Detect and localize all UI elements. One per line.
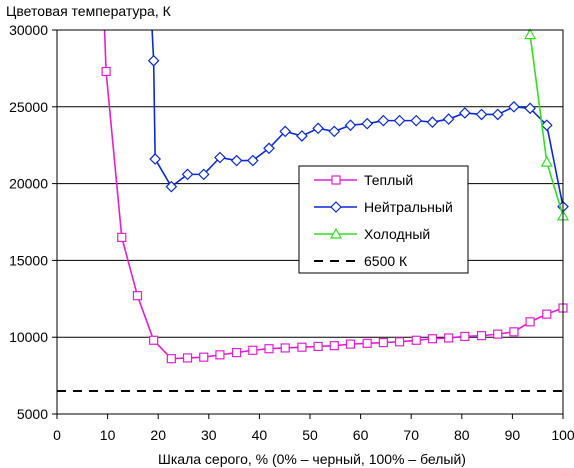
point-0-27 [525, 317, 535, 327]
axis-ticks: 5000 10000 15000 20000 25000 30000 0 10 20 30 40 50… [9, 22, 574, 443]
y-tick-label-2: 15000 [9, 252, 48, 268]
x-tick-label-9: 90 [505, 427, 521, 443]
point-1-6 [214, 151, 226, 164]
point-0-25 [493, 329, 503, 339]
point-0-1 [101, 66, 111, 77]
point-0-19 [394, 337, 405, 347]
legend-label-3: 6500 К [364, 253, 408, 269]
point-0-21 [427, 334, 438, 344]
point-1-10 [279, 125, 292, 138]
point-0-17 [362, 338, 372, 348]
x-tick-label-6: 60 [353, 427, 369, 443]
y-axis-title: Цветовая температура, К [6, 3, 172, 19]
x-tick-label-3: 30 [201, 427, 217, 443]
point-1-18 [410, 114, 423, 127]
point-1-16 [377, 114, 390, 127]
point-1-15 [361, 117, 374, 130]
point-1-1 [147, 54, 160, 67]
legend-label-0: Теплый [364, 172, 413, 188]
y-tick-label-5: 30000 [9, 22, 48, 38]
point-2-1 [524, 28, 537, 40]
point-0-11 [264, 344, 274, 354]
point-1-26 [540, 119, 553, 132]
point-0-12 [280, 343, 290, 353]
x-tick-label-7: 70 [403, 427, 419, 443]
legend-marker-1 [330, 201, 342, 213]
point-1-25 [524, 102, 536, 115]
point-1-8 [246, 154, 259, 167]
point-2-2 [540, 155, 553, 167]
point-0-13 [297, 342, 307, 352]
point-0-14 [313, 341, 323, 352]
x-tick-label-2: 20 [150, 427, 166, 443]
point-1-24 [508, 100, 520, 113]
y-tick-label-4: 25000 [9, 99, 48, 115]
legend-marker-0 [331, 175, 341, 185]
x-tick-label-10: 100 [551, 427, 574, 443]
x-tick-label-1: 10 [100, 427, 116, 443]
x-tick-label-4: 40 [252, 427, 268, 443]
point-0-15 [329, 341, 339, 351]
y-tick-label-1: 10000 [9, 329, 48, 345]
point-0-5 [166, 354, 176, 364]
series-line-1 [151, 29, 564, 207]
point-1-4 [181, 168, 194, 181]
point-1-12 [312, 122, 324, 135]
point-0-7 [199, 352, 209, 362]
point-0-3 [132, 291, 143, 301]
point-1-2 [149, 153, 162, 165]
point-1-21 [458, 107, 471, 119]
point-1-7 [230, 154, 243, 167]
x-axis-title: Шкала серого, % (0% – черный, 100% – бел… [158, 451, 466, 467]
series-0 [101, 29, 568, 364]
x-tick-label-0: 0 [53, 427, 61, 443]
point-0-24 [476, 331, 487, 341]
point-0-8 [215, 350, 225, 360]
point-1-5 [197, 168, 210, 181]
point-0-26 [509, 327, 519, 337]
point-0-2 [117, 232, 127, 242]
point-0-23 [460, 331, 470, 342]
y-tick-label-3: 20000 [9, 176, 48, 192]
point-0-16 [345, 339, 356, 349]
legend-label-1: Нейтральный [364, 199, 453, 215]
point-0-22 [444, 333, 454, 343]
point-1-23 [491, 108, 504, 121]
point-0-6 [182, 353, 193, 363]
point-0-18 [378, 337, 388, 348]
legend-box [298, 165, 469, 274]
point-0-4 [149, 335, 159, 345]
point-1-9 [263, 142, 275, 155]
point-0-20 [411, 335, 421, 345]
point-1-20 [442, 113, 455, 125]
point-0-9 [232, 347, 242, 358]
point-1-14 [344, 119, 357, 132]
y-tick-label-0: 5000 [17, 406, 48, 422]
point-1-19 [426, 116, 439, 129]
point-0-10 [248, 345, 258, 355]
point-0-28 [542, 309, 552, 319]
point-1-11 [296, 130, 308, 142]
legend-label-2: Холодный [364, 226, 430, 242]
x-tick-label-5: 50 [302, 427, 318, 443]
point-1-3 [165, 180, 178, 193]
legend-marker-2 [329, 227, 343, 239]
point-1-13 [328, 125, 341, 138]
point-1-22 [475, 108, 488, 121]
x-tick-label-8: 80 [454, 427, 470, 443]
legend: Теплый Нейтральный Холодный 6500 К [298, 165, 469, 274]
point-1-17 [393, 114, 406, 127]
